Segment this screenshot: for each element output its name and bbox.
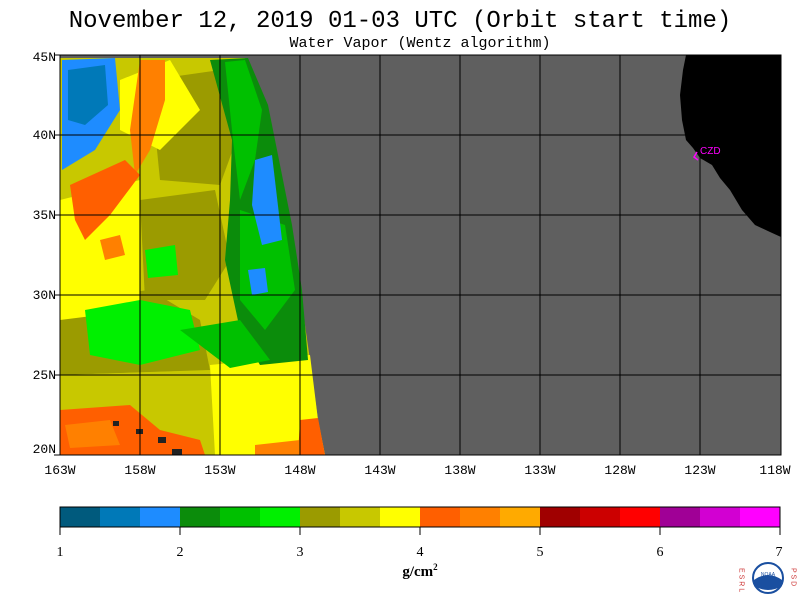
lat-label: 30N (32, 288, 56, 303)
data-swath (60, 58, 325, 455)
lon-label: 138W (444, 463, 476, 478)
colorbar-swatch (740, 507, 781, 527)
lon-label: 133W (524, 463, 556, 478)
colorbar-units: g/cm2 (380, 562, 460, 581)
noaa-logo: E S R L NOAA P S D (738, 562, 797, 594)
colorbar-swatch (420, 507, 461, 527)
colorbar-label: 6 (656, 545, 664, 560)
map-subtitle: Water Vapor (Wentz algorithm) (289, 35, 551, 52)
colorbar-swatch (660, 507, 701, 527)
colorbar-swatch (260, 507, 301, 527)
lat-label: 40N (32, 128, 56, 143)
colorbar-swatch (140, 507, 181, 527)
colorbar (59, 506, 781, 535)
lat-label: 35N (32, 208, 56, 223)
colorbar-label: 2 (176, 545, 184, 560)
lon-label: 123W (684, 463, 716, 478)
colorbar-swatch (220, 507, 261, 527)
colorbar-label: 3 (296, 545, 304, 560)
land-mass (680, 55, 781, 237)
station-marker (693, 151, 699, 161)
colorbar-swatch (380, 507, 421, 527)
colorbar-swatch (540, 507, 581, 527)
lon-label: 163W (44, 463, 76, 478)
logo-right-letters: P S D (790, 568, 797, 586)
lat-label: 45N (32, 50, 56, 65)
logo-center-text: NOAA (761, 572, 776, 578)
map-title: November 12, 2019 01-03 UTC (Orbit start… (68, 8, 732, 35)
map-frame (59, 54, 782, 456)
units-exponent: 2 (433, 562, 438, 572)
station-label: CZD (700, 146, 721, 157)
colorbar-swatch (580, 507, 621, 527)
colorbar-swatch (340, 507, 381, 527)
lon-label: 153W (204, 463, 236, 478)
colorbar-label: 7 (775, 545, 783, 560)
colorbar-label: 4 (416, 545, 424, 560)
axis-ticks (54, 54, 60, 456)
units-text: g/cm (402, 564, 434, 580)
logo-left-letters: E S R L (738, 568, 745, 592)
lon-label: 118W (759, 463, 791, 478)
colorbar-label: 5 (536, 545, 544, 560)
lat-label: 25N (32, 368, 56, 383)
colorbar-swatch (700, 507, 741, 527)
colorbar-swatch (460, 507, 501, 527)
lon-label: 143W (364, 463, 396, 478)
lon-label: 148W (284, 463, 316, 478)
colorbar-label: 1 (56, 545, 64, 560)
colorbar-swatch (500, 507, 541, 527)
grid-lines (60, 55, 781, 455)
colorbar-swatch (100, 507, 141, 527)
colorbar-swatch (180, 507, 221, 527)
lat-label: 20N (32, 442, 56, 457)
colorbar-swatch (60, 507, 101, 527)
colorbar-swatch (620, 507, 661, 527)
colorbar-swatch (300, 507, 341, 527)
lon-label: 128W (604, 463, 636, 478)
lon-label: 158W (124, 463, 156, 478)
